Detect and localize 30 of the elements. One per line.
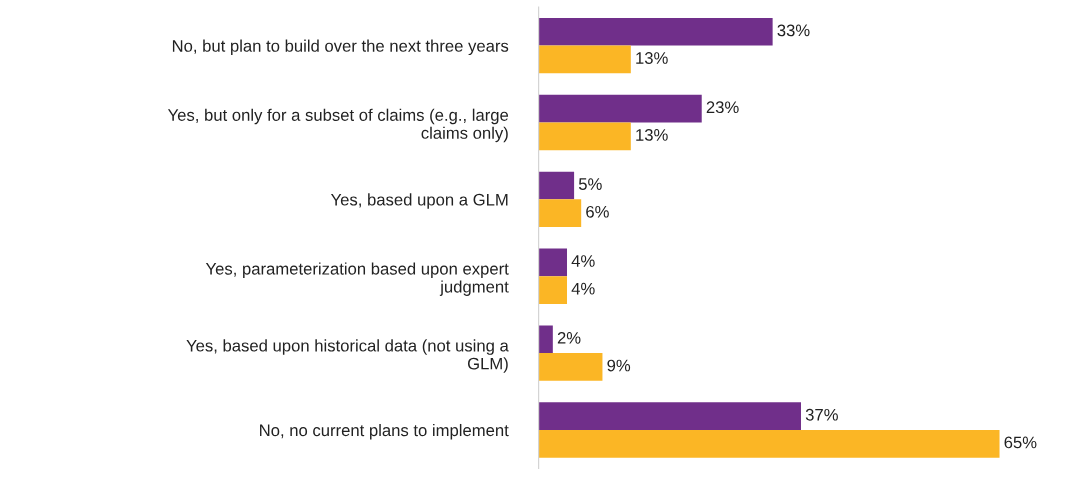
y-tick-label: Yes, parameterization based upon expert judgment [205, 262, 509, 296]
data-label: 37% [805, 408, 838, 421]
bar [538, 276, 568, 304]
bar [538, 199, 582, 228]
data-label: 6% [586, 205, 609, 218]
data-label: 65% [1004, 436, 1037, 449]
bar [538, 122, 631, 151]
data-label: 4% [571, 282, 595, 295]
bar [538, 17, 773, 46]
data-label: 9% [607, 359, 631, 372]
y-tick-label: Yes, based upon historical data (not using a GLM) [186, 339, 509, 373]
bar [538, 248, 568, 277]
bar [538, 171, 575, 200]
bar [538, 430, 1000, 458]
data-label: 2% [557, 331, 581, 344]
data-label: 5% [578, 178, 602, 190]
y-tick-label: No, no current plans to implement [260, 423, 509, 440]
data-label: 13% [636, 52, 668, 64]
bar [538, 402, 801, 430]
data-label: 13% [636, 129, 668, 141]
bar [538, 94, 702, 123]
bar [538, 353, 603, 381]
bar [538, 45, 631, 74]
y-tick-label: Yes, based upon a GLM [330, 193, 508, 209]
y-tick-label: Yes, but only for a subset of claims (e.g., large claims only) [167, 108, 509, 143]
data-label: 33% [777, 24, 810, 37]
bar [538, 325, 553, 354]
data-label: 23% [706, 101, 739, 114]
data-label: 4% [571, 255, 595, 267]
y-tick-label: No, but plan to build over the next three years [172, 39, 509, 56]
